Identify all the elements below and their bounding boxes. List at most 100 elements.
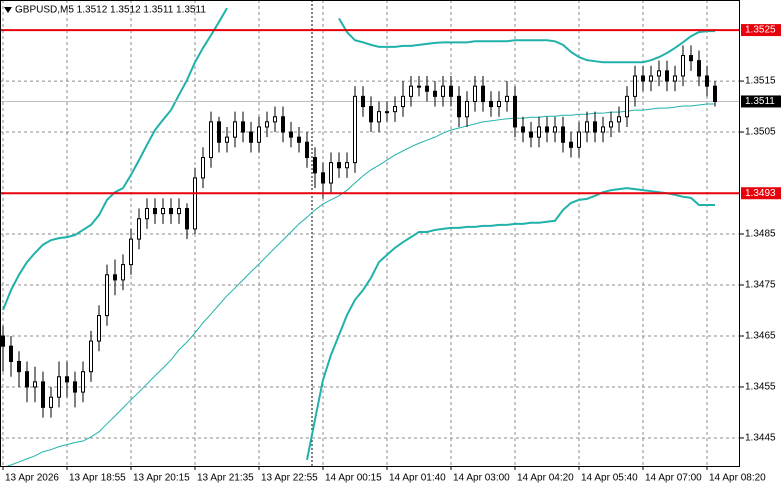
x-tick-label: 14 Apr 03:00: [453, 473, 510, 484]
candle-body: [209, 121, 213, 159]
candle-body: [697, 60, 701, 77]
candle-body: [521, 126, 525, 133]
candle-body: [545, 126, 549, 133]
candle-body: [9, 345, 13, 362]
candle-body: [481, 85, 485, 102]
candle-body: [97, 315, 101, 342]
candle-body: [665, 70, 669, 82]
candle-body: [49, 396, 53, 408]
candle-body: [505, 95, 509, 102]
candle-body: [153, 208, 157, 215]
candle-body: [569, 141, 573, 148]
x-tick-label: 14 Apr 01:40: [389, 473, 446, 484]
candle-body: [609, 121, 613, 128]
current-price-box: [741, 95, 781, 108]
title-icon: [4, 7, 12, 13]
candle-body: [265, 121, 269, 128]
candle-body: [305, 141, 309, 159]
candle-body: [417, 85, 421, 88]
candle-body: [433, 90, 437, 97]
candle-body: [529, 131, 533, 138]
y-tick-label: 1.3445: [745, 433, 776, 444]
candle-body: [537, 126, 541, 138]
chart-title: GBPUSD,M5 1.3512 1.3512 1.3511 1.3511: [15, 5, 206, 16]
candle-body: [649, 75, 653, 82]
y-tick-label: 1.3505: [745, 127, 776, 138]
candle-body: [225, 136, 229, 143]
candle-body: [489, 100, 493, 108]
candle-body: [121, 264, 125, 281]
candle-body: [577, 131, 581, 148]
candle-body: [177, 208, 181, 215]
candle-body: [289, 131, 293, 138]
candle-body: [441, 85, 445, 97]
x-tick-label: 13 Apr 20:15: [133, 473, 190, 484]
current-price-label: 1.3511: [745, 96, 775, 107]
candle-body: [25, 371, 29, 388]
x-tick-label: 14 Apr 05:40: [581, 473, 638, 484]
level-label-box: [741, 187, 781, 200]
plot-frame: [0, 0, 740, 467]
candle-body: [185, 208, 189, 230]
candle-body: [497, 100, 501, 108]
y-tick-label: 1.3465: [745, 331, 776, 342]
candle-body: [145, 208, 149, 220]
y-tick-label: 1.3515: [745, 76, 776, 87]
band-middle: [6, 103, 715, 466]
candle-body: [273, 116, 277, 123]
candle-body: [617, 116, 621, 123]
band-upper: [338, 17, 715, 64]
candle-body: [633, 75, 637, 97]
candle-body: [409, 85, 413, 97]
candle-body: [73, 381, 77, 393]
candle-body: [369, 106, 373, 123]
level-label: 1.3493: [745, 188, 776, 199]
candle-body: [585, 121, 589, 133]
candle-body: [57, 376, 61, 398]
candle-body: [65, 376, 69, 383]
candle-body: [625, 95, 629, 118]
candle-body: [377, 111, 381, 123]
candle-body: [473, 85, 477, 102]
candle-body: [337, 162, 341, 169]
x-tick-label: 13 Apr 2026: [5, 473, 59, 484]
candle-body: [321, 172, 325, 184]
candle-body: [601, 126, 605, 133]
candle-body: [553, 126, 557, 133]
candle-body: [129, 238, 133, 266]
candle-body: [449, 85, 453, 97]
candle-body: [689, 55, 693, 62]
candle-body: [313, 157, 317, 174]
candle-body: [393, 106, 397, 113]
candle-body: [713, 85, 717, 102]
candle-body: [193, 177, 197, 230]
candle-body: [249, 131, 253, 143]
candle-body: [41, 381, 45, 408]
x-tick-label: 13 Apr 21:35: [197, 473, 254, 484]
candle-body: [161, 208, 165, 215]
candle-body: [401, 95, 405, 108]
candle-body: [361, 95, 365, 108]
candle-body: [281, 116, 285, 133]
candle-body: [89, 340, 93, 373]
candle-body: [561, 126, 565, 143]
candle-body: [681, 55, 685, 77]
y-tick-label: 1.3485: [745, 229, 776, 240]
candle-body: [201, 157, 205, 179]
band-upper: [2, 7, 228, 311]
y-tick-label: 1.3475: [745, 280, 776, 291]
candle-body: [81, 371, 85, 393]
candle-body: [385, 111, 389, 114]
level-label: 1.3525: [745, 25, 776, 36]
candle-body: [345, 162, 349, 169]
candle-body: [1, 335, 5, 347]
x-tick-label: 14 Apr 04:20: [517, 473, 574, 484]
x-tick-label: 13 Apr 22:55: [261, 473, 318, 484]
candle-body: [113, 274, 117, 281]
candle-body: [673, 75, 677, 82]
candle-body: [105, 274, 109, 317]
candle-body: [353, 95, 357, 164]
candle-body: [705, 75, 709, 87]
